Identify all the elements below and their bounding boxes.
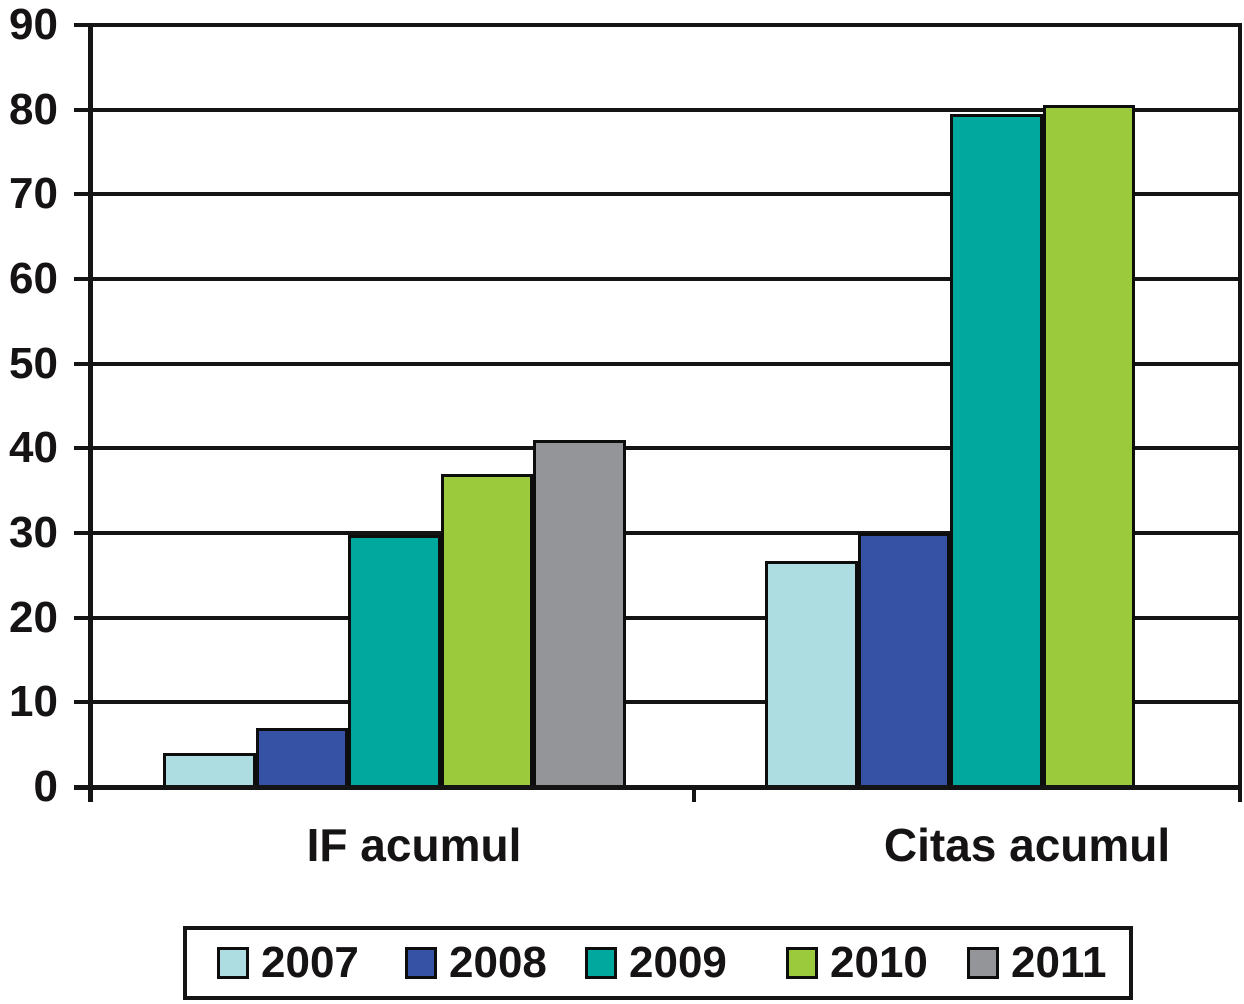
y-tick-label-10: 10 xyxy=(9,677,58,727)
legend-swatch-2010 xyxy=(786,947,818,979)
legend-swatch-2007 xyxy=(217,947,249,979)
y-tick-label-70: 70 xyxy=(9,169,58,219)
legend: 2007 2008 2009 2010 2011 xyxy=(183,926,1133,1000)
y-gridline-40 xyxy=(74,446,1242,451)
bar-2010-citas-acumul xyxy=(1042,105,1135,790)
plot-right-border xyxy=(1238,25,1242,802)
legend-item-2007: 2007 xyxy=(217,941,359,985)
y-tick-label-50: 50 xyxy=(9,338,58,388)
legend-item-2009: 2009 xyxy=(585,941,727,985)
y-gridline-50 xyxy=(74,361,1242,366)
y-gridline-80 xyxy=(74,107,1242,112)
bar-2009-citas-acumul xyxy=(950,113,1043,790)
y-gridline-90 xyxy=(74,23,1242,27)
legend-label-2009: 2009 xyxy=(629,938,727,987)
y-tick-label-90: 90 xyxy=(9,0,58,49)
legend-swatch-2009 xyxy=(585,947,617,979)
category-label-citas-acumul: Citas acumul xyxy=(883,819,1171,871)
legend-swatch-2008 xyxy=(405,947,437,979)
y-tick-label-0: 0 xyxy=(33,762,58,811)
y-gridline-60 xyxy=(74,277,1242,281)
legend-label-2010: 2010 xyxy=(830,938,928,987)
y-tick-label-20: 20 xyxy=(9,592,58,642)
bar-2008-if-acumul xyxy=(255,727,348,790)
bar-2009-if-acumul xyxy=(348,534,441,790)
y-tick-label-30: 30 xyxy=(9,508,58,557)
x-axis-category-tick xyxy=(692,787,696,802)
y-gridline-70 xyxy=(74,192,1242,197)
bar-2007-citas-acumul xyxy=(765,560,858,790)
y-tick-label-60: 60 xyxy=(9,254,58,303)
y-gridline-30 xyxy=(74,531,1242,535)
y-tick-label-40: 40 xyxy=(9,423,58,473)
y-gridline-20 xyxy=(74,615,1242,620)
bar-2011-if-acumul xyxy=(533,439,626,790)
x-axis-line xyxy=(74,785,1242,790)
legend-label-2008: 2008 xyxy=(449,938,547,987)
bar-2010-if-acumul xyxy=(440,473,533,790)
y-tick-label-80: 80 xyxy=(9,84,58,134)
legend-label-2011: 2011 xyxy=(1011,938,1107,987)
legend-swatch-2011 xyxy=(967,947,999,979)
legend-label-2007: 2007 xyxy=(261,938,359,987)
y-axis-line xyxy=(88,25,93,802)
legend-item-2010: 2010 xyxy=(786,941,928,985)
bar-2008-citas-acumul xyxy=(857,533,950,790)
category-label-if-acumul: IF acumul xyxy=(306,819,522,871)
legend-item-2011: 2011 xyxy=(967,941,1106,985)
legend-item-2008: 2008 xyxy=(405,941,547,985)
y-gridline-10 xyxy=(74,700,1242,705)
